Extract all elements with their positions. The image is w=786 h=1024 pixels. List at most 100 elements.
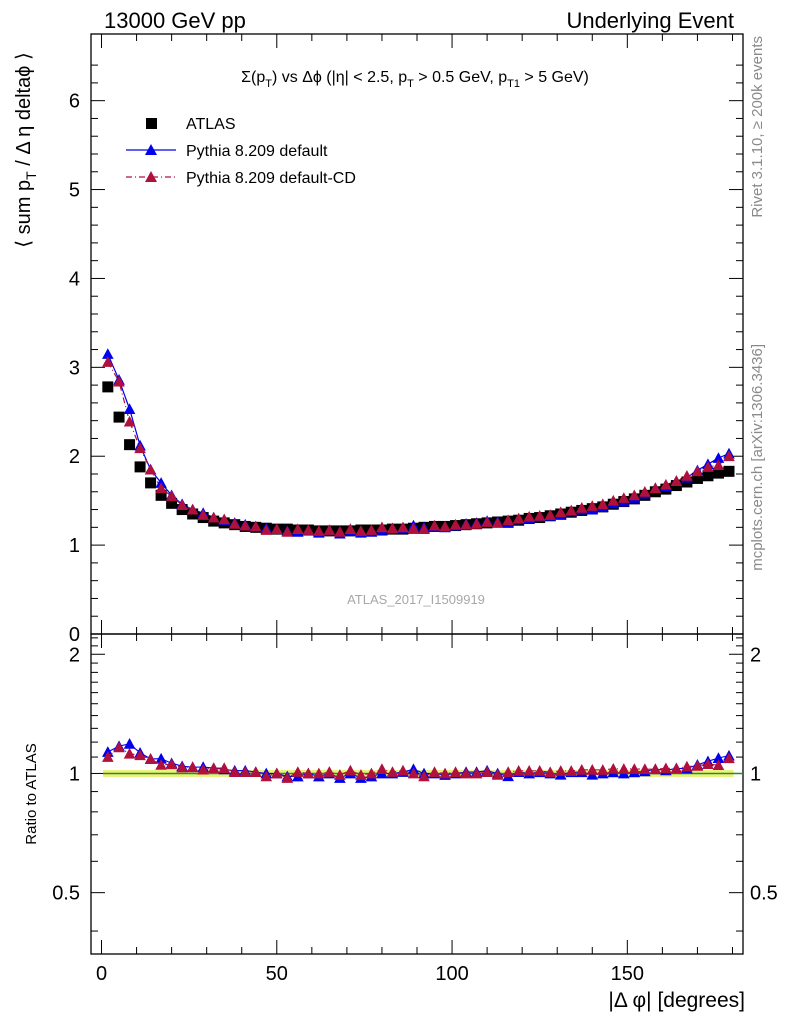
ratio-point-default-cd <box>386 766 399 777</box>
data-point-default-cd <box>113 375 125 387</box>
data-point-atlas <box>113 411 125 423</box>
data-point-default-cd <box>554 506 567 518</box>
ratio-point-default-cd <box>533 765 546 776</box>
ratio-point-default <box>155 752 167 764</box>
data-point-default-cd <box>639 485 651 497</box>
ratio-y-tick-label-right: 0.5 <box>750 883 778 905</box>
ratio-y-tick-label: 2 <box>69 644 80 666</box>
analysis-watermark: ATLAS_2017_I1509919 <box>347 592 485 607</box>
data-point-atlas <box>723 465 735 477</box>
data-point-default-cd <box>218 513 231 525</box>
ratio-point-default-cd <box>712 759 725 771</box>
data-point-default-cd <box>134 442 146 454</box>
ratio-point-default-cd <box>228 766 241 777</box>
ratio-point-default-cd <box>134 749 146 761</box>
ratio-point-default-cd <box>323 766 336 777</box>
ratio-point-default-cd <box>628 763 641 774</box>
ratio-point-default-cd <box>481 766 493 778</box>
data-point-default-cd <box>334 525 346 537</box>
legend-label-atlas: ATLAS <box>186 116 236 133</box>
data-point-default-cd <box>355 525 367 536</box>
x-tick-label: 100 <box>435 963 468 985</box>
ratio-point-default-cd <box>702 758 714 769</box>
ratio-point-default <box>712 752 725 763</box>
data-point-default-cd <box>512 512 525 524</box>
main-y-tick-label: 5 <box>69 180 80 202</box>
data-point-default-cd <box>523 510 535 522</box>
x-tick-label: 0 <box>96 963 107 985</box>
data-point-default-cd <box>470 517 483 529</box>
data-point-default-cd <box>239 519 252 531</box>
data-point-default-cd <box>376 521 388 533</box>
ratio-point-default <box>123 738 136 749</box>
data-point-default-cd <box>460 518 472 530</box>
data-point-default-cd <box>670 475 683 487</box>
ratio-point-default-cd <box>428 766 441 777</box>
ratio-point-default-cd <box>313 767 325 779</box>
ratio-point-default-cd <box>691 759 704 771</box>
ratio-point-default-cd <box>544 766 557 778</box>
ratio-point-default-cd <box>376 763 388 775</box>
data-point-atlas <box>124 439 136 451</box>
ratio-point-default-cd <box>407 767 420 779</box>
main-y-axis-label: ⟨ sum pT / Δ η deltaϕ ⟩ <box>13 52 39 247</box>
ratio-point-default-cd <box>554 765 567 776</box>
data-point-default-cd <box>249 520 262 532</box>
data-point-default-cd <box>607 494 620 506</box>
legend-marker-default <box>145 144 157 155</box>
data-point-default-cd <box>176 499 188 511</box>
ratio-point-default-cd <box>113 741 125 753</box>
data-point-default-cd <box>313 525 325 536</box>
data-point-default-cd <box>397 521 409 533</box>
ratio-point-default-cd <box>144 753 157 764</box>
data-point-default-cd <box>660 478 672 490</box>
legend-label-default: Pythia 8.209 default <box>186 143 328 160</box>
ratio-point-default-cd <box>249 766 262 777</box>
data-point-default-cd <box>533 509 546 521</box>
ratio-point-default-cd <box>449 766 462 777</box>
legend-marker-atlas <box>146 118 157 129</box>
ratio-point-default-cd <box>207 762 220 774</box>
ratio-point-default-cd <box>575 763 588 775</box>
ratio-y-tick-label-right: 2 <box>750 644 761 666</box>
ratio-point-default-cd <box>512 764 525 776</box>
data-point-default-cd <box>418 523 430 535</box>
data-point-default <box>102 348 114 359</box>
data-point-default-cd <box>407 522 420 534</box>
ratio-point-default-cd <box>523 765 535 776</box>
data-point-default-cd <box>386 522 399 534</box>
ratio-point-default-cd <box>502 766 514 778</box>
mcplots-label: mcplots.cern.ch [arXiv:1306.3436] <box>749 344 766 571</box>
ratio-point-default-cd <box>155 759 167 770</box>
data-point-atlas <box>155 489 167 501</box>
ratio-point-default-cd <box>649 763 662 775</box>
data-point-default-cd <box>565 504 578 516</box>
ratio-point-default-cd <box>123 747 136 759</box>
data-point-default-cd <box>723 450 735 462</box>
main-y-tick-label: 0 <box>69 624 80 646</box>
data-point-atlas <box>102 381 114 393</box>
ratio-point-default-cd <box>681 760 693 772</box>
ratio-point-default-cd <box>344 764 357 776</box>
data-point-atlas <box>166 497 178 509</box>
ratio-point-default-cd <box>218 762 231 773</box>
data-point-default-cd <box>344 523 357 535</box>
ratio-point-default-cd <box>723 752 735 764</box>
data-point-default <box>123 403 136 415</box>
series-layer <box>102 348 735 783</box>
data-point-default-cd <box>428 519 441 531</box>
data-point-default-cd <box>102 356 114 367</box>
ratio-point-default-cd <box>596 764 609 775</box>
legend-marker-default-cd <box>145 171 157 182</box>
ratio-point-default-cd <box>302 767 315 779</box>
data-point-default-cd <box>502 514 514 526</box>
data-point-default-cd <box>186 503 199 515</box>
ratio-point-default-cd <box>460 767 472 779</box>
x-tick-label: 150 <box>611 963 644 985</box>
ratio-point-default-cd <box>186 761 199 773</box>
ratio-point-default-cd <box>239 766 252 777</box>
data-point-default-cd <box>197 509 209 520</box>
data-point-default-cd <box>481 516 493 527</box>
ratio-point-default-cd <box>365 767 378 779</box>
